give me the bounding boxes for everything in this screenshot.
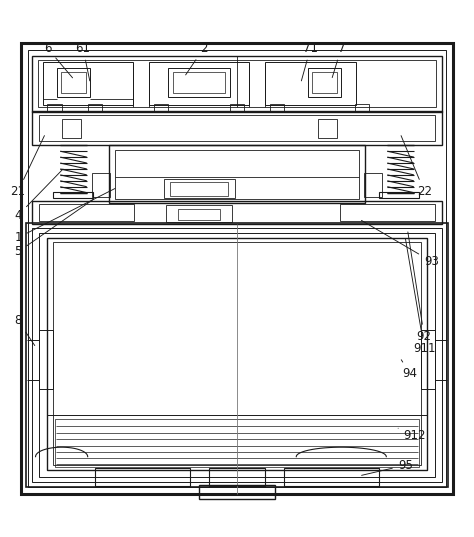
Bar [230, 105, 244, 112]
Bar [39, 204, 134, 221]
Bar [47, 105, 62, 112]
Bar [312, 72, 337, 93]
Bar [199, 485, 275, 499]
Bar [95, 468, 190, 485]
Text: 22: 22 [401, 136, 432, 198]
Bar [173, 72, 225, 93]
Text: 8: 8 [14, 314, 35, 346]
Bar [164, 179, 235, 198]
Bar [61, 72, 86, 93]
Bar [379, 192, 419, 198]
Bar [270, 105, 284, 112]
Bar [53, 242, 421, 465]
Bar [340, 204, 435, 221]
Bar [109, 146, 365, 203]
Bar [318, 119, 337, 138]
Bar [265, 62, 356, 105]
Bar [170, 182, 228, 195]
Bar [43, 62, 133, 105]
Bar [47, 238, 427, 470]
Bar [178, 209, 220, 220]
Bar [355, 105, 369, 112]
Bar [39, 115, 435, 141]
Bar [149, 62, 249, 105]
Text: 92: 92 [408, 232, 432, 343]
Text: 4: 4 [14, 169, 63, 222]
Text: 2: 2 [186, 41, 208, 75]
Bar [39, 330, 53, 389]
Bar [364, 173, 382, 198]
Bar [32, 201, 442, 224]
Text: 6: 6 [44, 41, 73, 78]
Bar [115, 149, 359, 199]
Text: 911: 911 [405, 239, 436, 354]
Bar [209, 468, 265, 485]
Bar [39, 233, 435, 477]
Text: 21: 21 [10, 136, 45, 198]
Bar [38, 60, 436, 107]
Text: 5: 5 [14, 199, 94, 258]
Text: 95: 95 [362, 459, 413, 475]
Bar [62, 119, 81, 138]
Text: 7: 7 [332, 41, 345, 77]
Bar [26, 223, 448, 488]
Bar [32, 111, 442, 146]
Bar [32, 56, 442, 112]
Text: 1: 1 [14, 188, 115, 244]
Bar [284, 468, 379, 485]
Text: 93: 93 [362, 220, 439, 268]
Bar [28, 49, 446, 488]
Bar [308, 69, 341, 97]
Text: 71: 71 [301, 41, 318, 81]
Text: 61: 61 [75, 41, 91, 81]
Bar [88, 105, 102, 112]
Bar [92, 173, 110, 198]
Bar [57, 69, 90, 97]
Bar [55, 419, 419, 467]
Bar [154, 105, 168, 112]
Bar [168, 69, 230, 97]
Bar [166, 206, 232, 222]
Bar [421, 330, 435, 389]
Text: 94: 94 [401, 360, 418, 380]
Bar [47, 416, 427, 470]
Text: 912: 912 [398, 428, 426, 442]
Bar [32, 228, 442, 482]
Bar [53, 192, 93, 198]
